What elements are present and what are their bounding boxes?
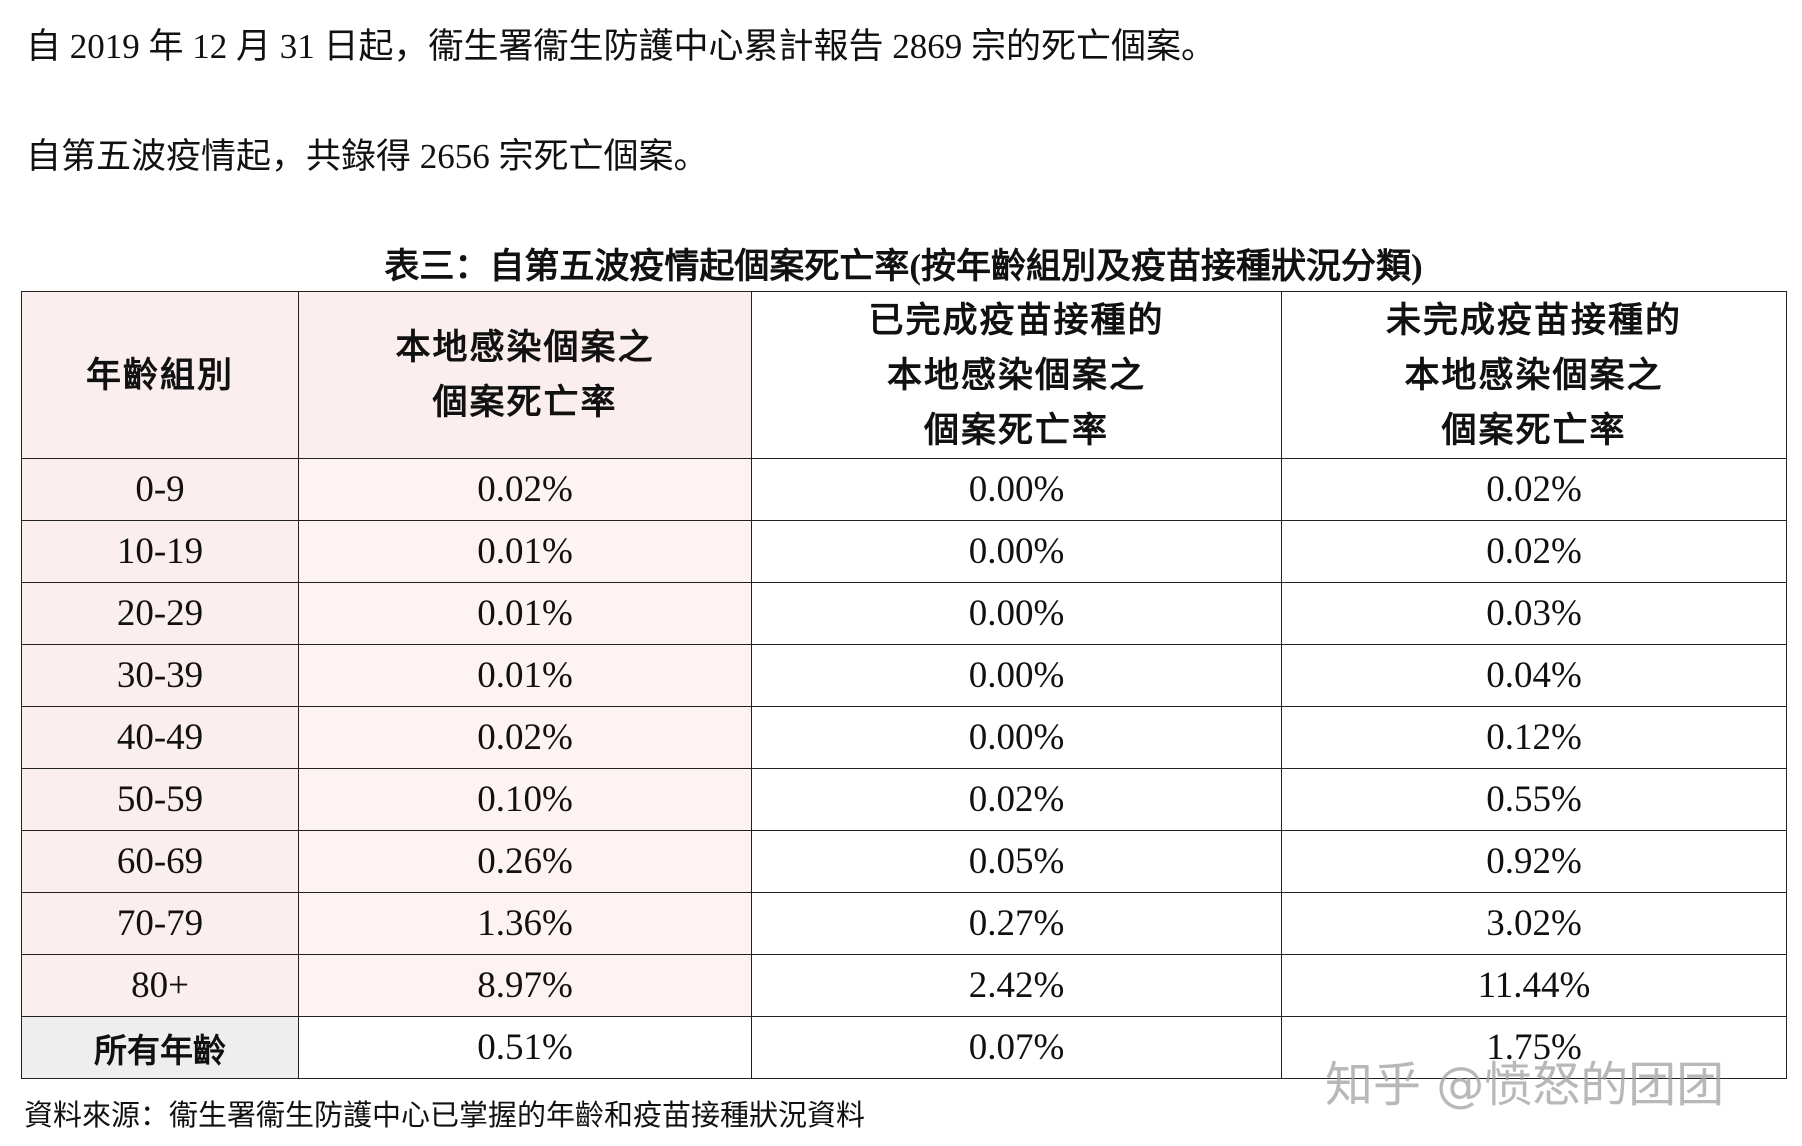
source-note: 資料來源：衞生署衞生防護中心已掌握的年齡和疫苗接種狀況資料: [24, 1100, 866, 1132]
table-cell: 0.55%: [1281, 768, 1787, 831]
table-cell: 70-79: [21, 892, 299, 955]
table-cell: 0.92%: [1281, 830, 1787, 893]
table-cell: 80+: [21, 954, 299, 1017]
table-cell: 0.27%: [751, 892, 1282, 955]
table-cell: 10-19: [21, 520, 299, 583]
table-cell: 0.01%: [298, 644, 752, 707]
table-cell: 0.00%: [751, 706, 1282, 769]
table-cell: 0.01%: [298, 520, 752, 583]
table: 年齡組別 本地感染個案之 個案死亡率 已完成疫苗接種的 本地感染個案之 個案死亡率 未完成疫…: [21, 291, 1787, 1079]
table-cell: 0.01%: [298, 582, 752, 645]
table-row: 30-39 0.01% 0.00% 0.04%: [21, 644, 1787, 707]
watermark: 知乎 @愤怒的团团: [1325, 1057, 1725, 1113]
table-cell: 20-29: [21, 582, 299, 645]
table-cell: 30-39: [21, 644, 299, 707]
table-row: 所有年齡 0.51% 0.07% 1.75%: [21, 1016, 1787, 1079]
paragraph: 自第五波疫情起，共錄得 2656 宗死亡個案。: [26, 137, 709, 176]
header-line: 本地感染個案之: [1404, 355, 1664, 395]
table-cell: 0.02%: [298, 706, 752, 769]
table-cell: 0.05%: [751, 830, 1282, 893]
table-cell: 1.36%: [298, 892, 752, 955]
header-row: 年齡組別 本地感染個案之 個案死亡率 已完成疫苗接種的 本地感染個案之 個案死亡率 未完成疫…: [21, 291, 1787, 459]
table-cell: 0.10%: [298, 768, 752, 831]
header-line: 已完成疫苗接種的: [868, 300, 1165, 340]
table-row: 80+ 8.97% 2.42% 11.44%: [21, 954, 1787, 1017]
table-cell: 0.04%: [1281, 644, 1787, 707]
header-line: 個案死亡率: [432, 383, 618, 422]
table-cell: 0.00%: [751, 582, 1282, 645]
table-row: 60-69 0.26% 0.05% 0.92%: [21, 830, 1787, 893]
paragraph: 自 2019 年 12 月 31 日起，衞生署衞生防護中心累計報告 2869 宗…: [26, 27, 1217, 66]
header-line: 本地感染個案之: [886, 355, 1146, 395]
table-cell: 50-59: [21, 768, 299, 831]
table-cell: 0-9: [21, 458, 299, 521]
table-row: 0-9 0.02% 0.00% 0.02%: [21, 458, 1787, 521]
table-cell: 0.07%: [751, 1016, 1282, 1079]
table-cell: 0.00%: [751, 458, 1282, 521]
table-cell: 0.26%: [298, 830, 752, 893]
table-row: 20-29 0.01% 0.00% 0.03%: [21, 582, 1787, 645]
table-cell: 0.00%: [751, 644, 1282, 707]
table-cell: 3.02%: [1281, 892, 1787, 955]
header-line: 本地感染個案之: [395, 328, 655, 367]
header-line: 未完成疫苗接種的: [1385, 300, 1682, 340]
table-cell: 1.75%: [1281, 1016, 1787, 1079]
table-cell: 0.12%: [1281, 706, 1787, 769]
table-body: 0-9 0.02% 0.00% 0.02% 10-19 0.01% 0.00% 0.02% 20…: [21, 458, 1787, 1079]
table-cell: 11.44%: [1281, 954, 1787, 1017]
header-line: 個案死亡率: [923, 410, 1109, 450]
table-cell: 所有年齡: [21, 1016, 299, 1079]
table-cell: 8.97%: [298, 954, 752, 1017]
table-cell: 0.02%: [298, 458, 752, 521]
table-cell: 0.02%: [1281, 458, 1787, 521]
table-cell: 0.03%: [1281, 582, 1787, 645]
table-cell: 0.51%: [298, 1016, 752, 1079]
table-row: 10-19 0.01% 0.00% 0.02%: [21, 520, 1787, 583]
table-row: 40-49 0.02% 0.00% 0.12%: [21, 706, 1787, 769]
header-line: 年齡組別: [85, 355, 234, 395]
header-cell: 未完成疫苗接種的 本地感染個案之 個案死亡率: [1281, 291, 1787, 459]
table-cell: 0.02%: [1281, 520, 1787, 583]
table-cell: 2.42%: [751, 954, 1282, 1017]
header-cell: 本地感染個案之 個案死亡率: [298, 291, 752, 459]
table-title: 表三：自第五波疫情起個案死亡率(按年齡組別及疫苗接種狀況分類): [384, 247, 1423, 286]
header-cell: 年齡組別: [21, 291, 299, 459]
header-cell: 已完成疫苗接種的 本地感染個案之 個案死亡率: [751, 291, 1282, 459]
table-row: 50-59 0.10% 0.02% 0.55%: [21, 768, 1787, 831]
table-cell: 40-49: [21, 706, 299, 769]
table-cell: 0.00%: [751, 520, 1282, 583]
table-row: 70-79 1.36% 0.27% 3.02%: [21, 892, 1787, 955]
table-cell: 60-69: [21, 830, 299, 893]
header-line: 個案死亡率: [1441, 410, 1627, 450]
table-cell: 0.02%: [751, 768, 1282, 831]
